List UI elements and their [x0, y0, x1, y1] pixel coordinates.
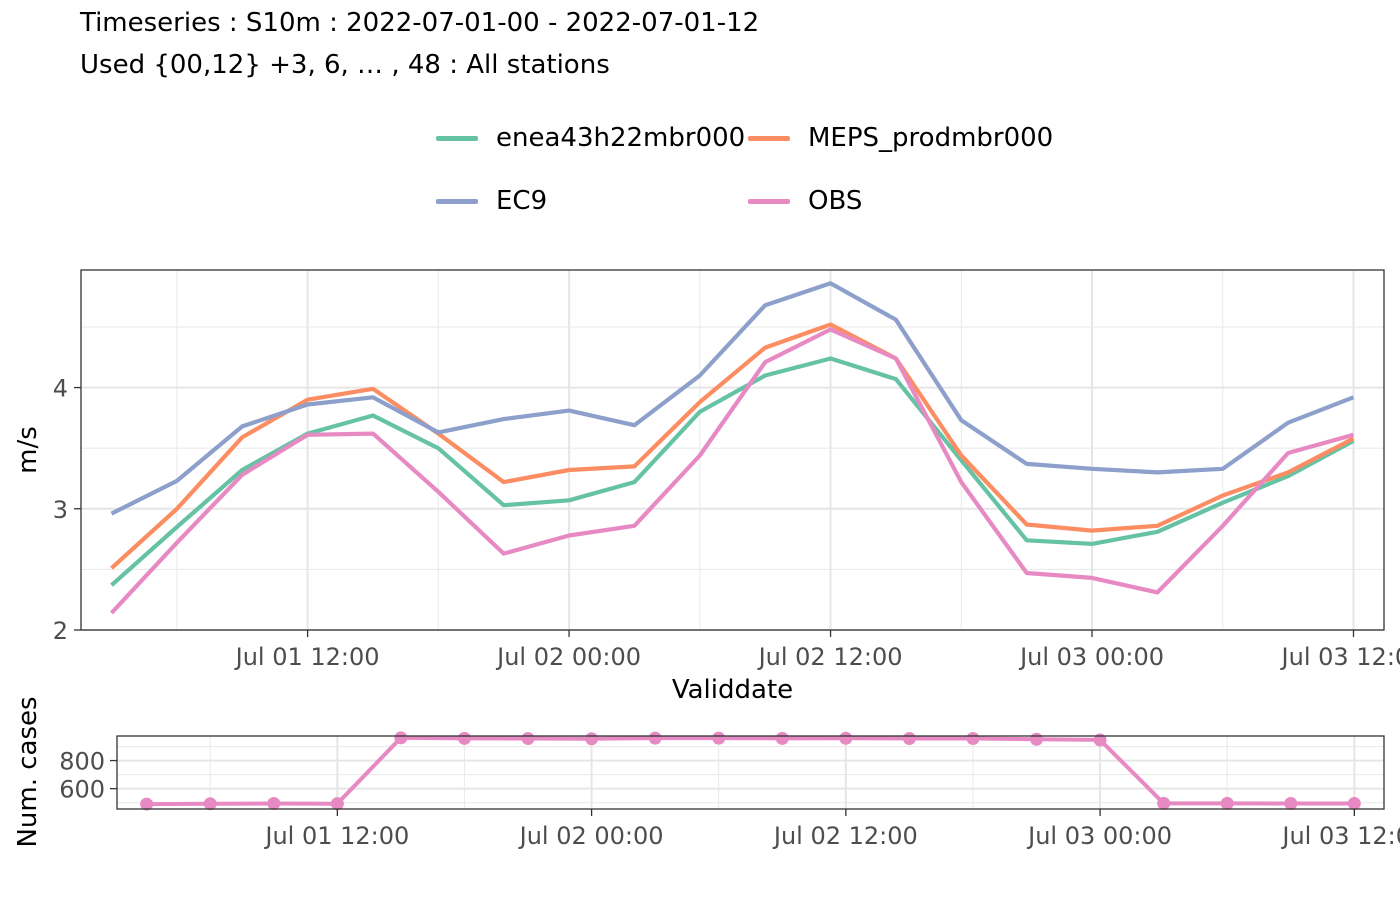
- cases-panel-border: [116, 735, 1385, 810]
- series-line-meps-prodmbr000: [110, 322, 1355, 570]
- cases-x-tick-label: Jul 03 12:00: [1280, 822, 1400, 850]
- y-tick-label: 2: [53, 617, 68, 645]
- cases-point: [140, 797, 154, 811]
- legend-key-ec9: [436, 198, 478, 204]
- series-line-ec9: [110, 281, 1355, 516]
- cases-point: [1220, 796, 1234, 810]
- cases-point: [457, 731, 471, 745]
- cases-point: [267, 797, 281, 811]
- cases-y-axis-title: Num. cases: [13, 696, 43, 847]
- cases-point: [330, 797, 344, 811]
- legend-item-obs: OBS: [748, 181, 862, 221]
- cases-x-tick-label: Jul 01 12:00: [263, 822, 409, 850]
- x-tick-label: Jul 03 12:00: [1280, 643, 1400, 671]
- y-tick-label: 3: [53, 496, 68, 524]
- cases-point: [712, 731, 726, 745]
- legend-label-meps: MEPS_prodmbr000: [808, 123, 1054, 153]
- series-line-obs: [109, 327, 1355, 615]
- chart-subtitle: Used {00,12} +3, 6, … , 48 : All station…: [80, 50, 610, 80]
- legend-label-enea43h22mbr000: enea43h22mbr000: [496, 123, 746, 153]
- main-panel-border: [80, 269, 1385, 631]
- y-axis-title: m/s: [13, 426, 43, 474]
- legend-key-meps: [748, 135, 790, 141]
- legend-item-enea43h22mbr000: enea43h22mbr000: [436, 118, 745, 158]
- x-tick-label: Jul 02 00:00: [495, 643, 641, 671]
- x-axis-title: Validdate: [672, 675, 793, 705]
- cases-x-tick-label: Jul 02 00:00: [518, 822, 664, 850]
- cases-point: [521, 732, 535, 746]
- legend-key-enea43h22mbr000: [436, 135, 478, 141]
- x-tick-label: Jul 01 12:00: [234, 643, 380, 671]
- cases-point: [902, 732, 916, 746]
- cases-point: [585, 732, 599, 746]
- cases-line: [146, 735, 1355, 807]
- cases-y-tick-label: 800: [59, 748, 105, 776]
- legend-label-ec9: EC9: [496, 186, 548, 216]
- cases-y-tick-label: 600: [59, 776, 105, 804]
- cases-panel-background: [117, 736, 1384, 809]
- cases-point: [1157, 796, 1171, 810]
- cases-point: [839, 731, 853, 745]
- legend-item-meps: MEPS_prodmbr000: [748, 118, 1053, 158]
- cases-point: [648, 731, 662, 745]
- x-tick-label: Jul 02 12:00: [757, 643, 903, 671]
- cases-point: [775, 731, 789, 745]
- x-tick-label: Jul 03 00:00: [1018, 643, 1164, 671]
- legend-label-obs: OBS: [808, 186, 863, 216]
- cases-point: [1093, 733, 1107, 747]
- cases-point: [1347, 797, 1361, 811]
- cases-x-tick-label: Jul 03 00:00: [1026, 822, 1172, 850]
- legend-key-obs: [748, 198, 790, 204]
- y-tick-label: 4: [53, 375, 68, 403]
- legend-item-ec9: EC9: [436, 181, 547, 221]
- cases-point: [1284, 797, 1298, 811]
- chart-title: Timeseries : S10m : 2022-07-01-00 - 2022…: [80, 8, 760, 38]
- cases-point: [966, 732, 980, 746]
- main-panel: 2 3 4 Jul 01 12:00 Jul 02 00:00 Jul 02 12:00 J…: [13, 269, 1400, 705]
- cases-x-tick-label: Jul 02 12:00: [772, 822, 918, 850]
- cases-point: [394, 731, 408, 745]
- series-line-enea43h22mbr000: [110, 356, 1355, 587]
- cases-point: [203, 797, 217, 811]
- main-panel-background: [81, 270, 1384, 630]
- cases-point: [1030, 732, 1044, 746]
